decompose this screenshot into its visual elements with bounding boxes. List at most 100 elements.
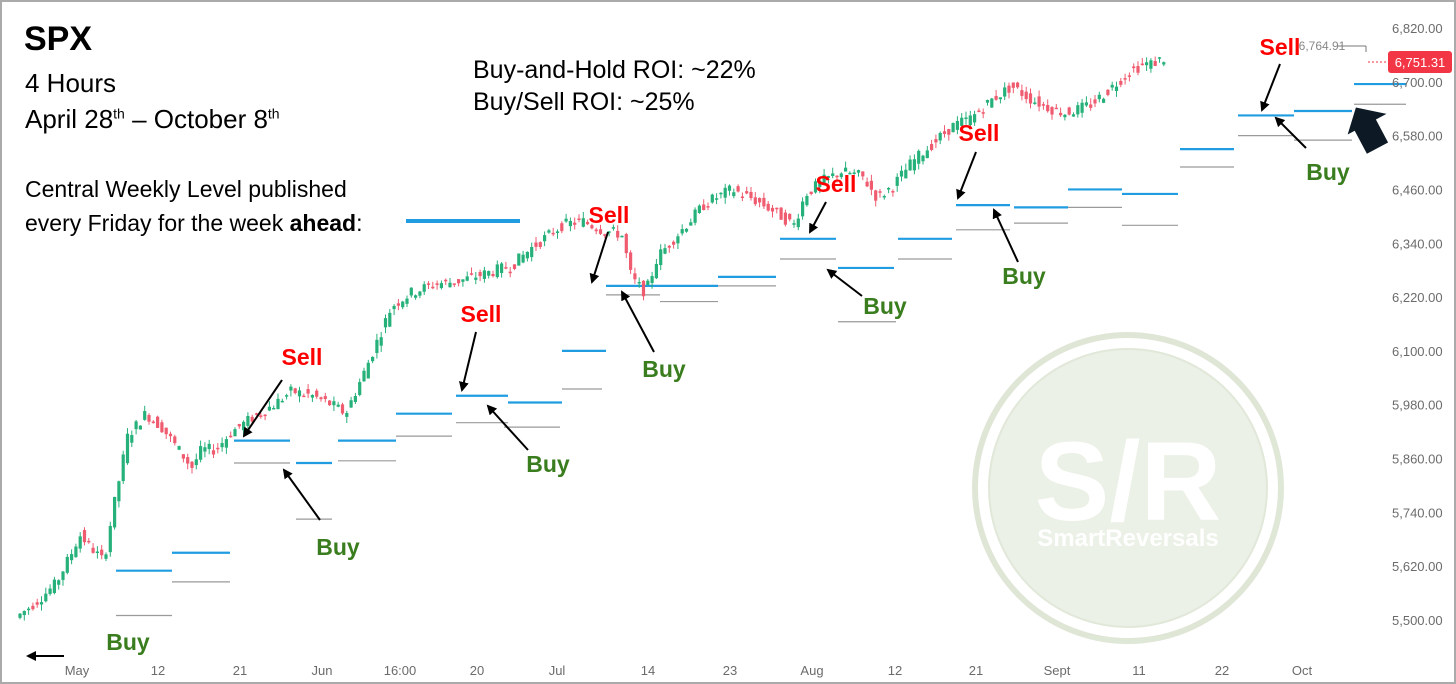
buy-hold-roi: Buy-and-Hold ROI: ~22% bbox=[473, 56, 756, 84]
signal-arrow bbox=[956, 151, 977, 200]
candle-body bbox=[1050, 107, 1054, 115]
candle-body bbox=[620, 235, 624, 238]
candle-body bbox=[534, 242, 538, 247]
candle-body bbox=[895, 176, 899, 186]
candle-body bbox=[285, 395, 289, 397]
candle-body bbox=[973, 114, 977, 123]
candle-body bbox=[181, 454, 185, 459]
candle-body bbox=[1076, 105, 1080, 115]
candle-body bbox=[448, 282, 452, 288]
candle-body bbox=[646, 280, 650, 285]
candle-body bbox=[538, 242, 542, 247]
candle-body bbox=[1016, 82, 1020, 88]
candle-body bbox=[878, 191, 882, 193]
candle-body bbox=[1028, 93, 1033, 104]
candle-body bbox=[1033, 102, 1037, 105]
candle-body bbox=[289, 386, 293, 391]
buy-signal-label: Buy bbox=[1002, 263, 1046, 289]
high-marker-label: 6,764.91 bbox=[1299, 39, 1346, 53]
candle-body bbox=[358, 382, 362, 395]
candle-body bbox=[654, 263, 658, 279]
x-tick-label: 22 bbox=[1215, 663, 1229, 678]
candle-body bbox=[783, 212, 787, 225]
x-tick-label: 16:00 bbox=[384, 663, 417, 678]
candle-body bbox=[379, 337, 383, 346]
candle-body bbox=[809, 191, 813, 194]
y-tick-label: 5,860.00 bbox=[1392, 452, 1443, 467]
candle-body bbox=[891, 191, 895, 193]
candle-body bbox=[1123, 78, 1127, 80]
candle-body bbox=[130, 435, 134, 443]
x-tick-label: Jun bbox=[312, 663, 333, 678]
candle-body bbox=[917, 150, 921, 164]
candle-body bbox=[469, 273, 474, 275]
candle-body bbox=[216, 447, 220, 450]
candle-body bbox=[310, 395, 314, 398]
candle-body bbox=[229, 435, 233, 438]
candle-body bbox=[474, 277, 478, 280]
candle-body bbox=[1136, 66, 1140, 73]
candle-body bbox=[340, 404, 345, 414]
candle-body bbox=[1097, 94, 1101, 100]
buy-signal-label: Buy bbox=[863, 293, 907, 319]
candle-body bbox=[396, 303, 400, 306]
buy-signal-label: Buy bbox=[1306, 159, 1350, 185]
candle-body bbox=[749, 192, 753, 199]
candle-body bbox=[577, 218, 581, 221]
candle-body bbox=[702, 204, 706, 211]
candles bbox=[18, 56, 1166, 621]
x-tick-label: 23 bbox=[723, 663, 737, 678]
candle-body bbox=[452, 283, 456, 285]
candle-body bbox=[598, 229, 603, 234]
candle-body bbox=[328, 400, 332, 406]
candle-body bbox=[405, 298, 409, 304]
x-tick-label: 21 bbox=[233, 663, 247, 678]
candle-body bbox=[951, 123, 955, 133]
candle-body bbox=[1149, 60, 1153, 69]
candle-body bbox=[246, 415, 250, 426]
candle-body bbox=[147, 415, 151, 422]
last-price-tag: 6,751.31 6,764.91 bbox=[1299, 39, 1452, 73]
candle-body bbox=[1003, 87, 1007, 97]
candle-body bbox=[624, 234, 628, 254]
candle-body bbox=[52, 579, 56, 593]
buy-signal-label: Buy bbox=[642, 356, 686, 382]
candle-body bbox=[18, 613, 22, 618]
candle-body bbox=[478, 272, 482, 277]
candle-body bbox=[164, 427, 168, 435]
candle-body bbox=[242, 421, 246, 431]
candle-body bbox=[887, 188, 891, 190]
candle-body bbox=[272, 407, 276, 410]
candle-body bbox=[87, 540, 91, 543]
candle-body bbox=[921, 155, 925, 162]
sell-signal-label: Sell bbox=[816, 171, 857, 197]
watermark-text: S/R bbox=[1035, 419, 1222, 544]
candle-body bbox=[108, 525, 112, 553]
candle-body bbox=[375, 339, 379, 353]
candle-body bbox=[990, 98, 994, 108]
last-price-label: 6,751.31 bbox=[1395, 55, 1446, 70]
candle-body bbox=[779, 207, 783, 220]
candle-body bbox=[672, 241, 676, 245]
y-tick-label: 6,460.00 bbox=[1392, 182, 1443, 197]
candle-body bbox=[1007, 85, 1011, 93]
y-tick-label: 6,700.00 bbox=[1392, 75, 1443, 90]
signal-arrow bbox=[992, 208, 1019, 263]
candle-body bbox=[573, 222, 577, 225]
candle-body bbox=[530, 247, 534, 258]
y-tick-label: 5,620.00 bbox=[1392, 559, 1443, 574]
candle-body bbox=[22, 610, 26, 616]
candle-body bbox=[676, 236, 680, 244]
candle-body bbox=[762, 197, 766, 207]
candle-body bbox=[745, 191, 749, 194]
candle-body bbox=[431, 286, 435, 289]
candle-body bbox=[487, 271, 491, 276]
candle-body bbox=[801, 201, 805, 217]
candle-body bbox=[211, 450, 216, 455]
candle-body bbox=[259, 415, 263, 417]
candle-body bbox=[160, 422, 164, 433]
candle-body bbox=[641, 280, 646, 297]
signal-arrow bbox=[1274, 116, 1307, 149]
y-tick-label: 6,820.00 bbox=[1392, 21, 1443, 36]
candle-body bbox=[1041, 104, 1045, 106]
